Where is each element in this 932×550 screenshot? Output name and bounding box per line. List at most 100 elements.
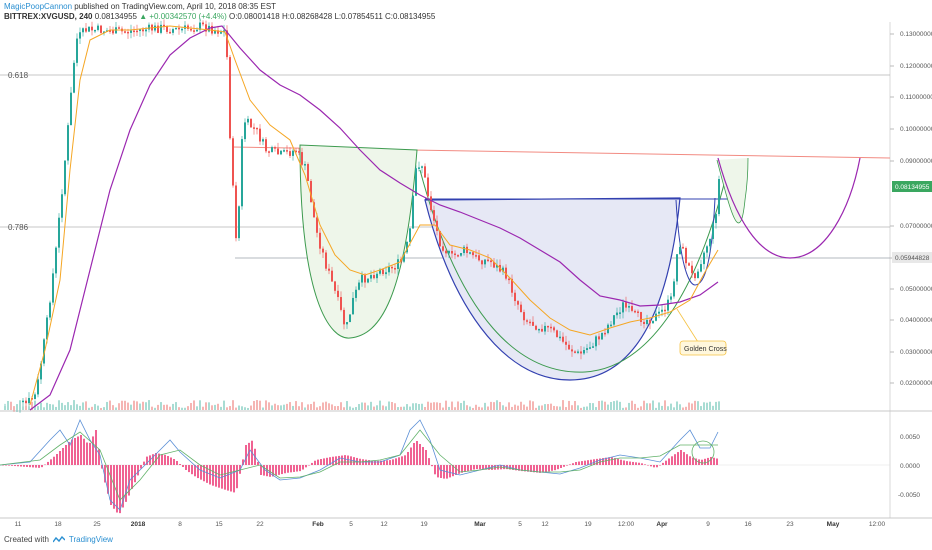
cup-left[interactable] (299, 144, 418, 339)
candle (178, 27, 180, 30)
macd-bar (218, 465, 220, 488)
volume-bar (286, 403, 288, 410)
candle (358, 282, 360, 290)
macd-bar (404, 455, 406, 465)
volume-bar (181, 407, 183, 410)
macd-bar (674, 454, 676, 465)
volume-bar (163, 404, 165, 410)
volume-bar (94, 404, 96, 410)
volume-bar (694, 400, 696, 410)
volume-bar (265, 400, 267, 410)
candle (652, 320, 654, 324)
volume-bar (592, 403, 594, 410)
tradingview-brand[interactable]: TradingView (68, 535, 113, 544)
candle (274, 147, 276, 149)
macd-bar (209, 465, 211, 485)
macd-bar (296, 465, 298, 472)
tradingview-logo-icon (52, 535, 65, 542)
volume-bar (673, 407, 675, 410)
cup-blue[interactable] (424, 197, 681, 381)
cup-green-large[interactable] (419, 159, 731, 373)
volume-bar (610, 401, 612, 410)
candle (37, 379, 39, 395)
volume-bar (184, 407, 186, 410)
volume-bar (187, 406, 189, 410)
projection-green[interactable] (716, 157, 749, 224)
macd-bar (68, 442, 70, 465)
candle (610, 324, 612, 327)
candle (97, 25, 99, 30)
volume-bar (322, 402, 324, 410)
volume-bar (394, 403, 396, 410)
macd-bar (20, 465, 22, 467)
volume-bar (649, 403, 651, 410)
volume-bar (415, 403, 417, 410)
projection-purple[interactable] (717, 157, 861, 259)
macd-bar (449, 465, 451, 478)
candle (565, 341, 567, 345)
volume-bar (469, 406, 471, 410)
candle (628, 306, 630, 308)
volume-bar (109, 400, 111, 410)
macd-bar (185, 465, 187, 470)
candle (169, 31, 171, 34)
volume-bar (418, 403, 420, 410)
candle (316, 217, 318, 233)
candle (223, 30, 225, 33)
volume-bar (385, 406, 387, 410)
ma-fast-line[interactable] (29, 25, 719, 406)
macd-cross-circle[interactable] (691, 440, 715, 464)
candle (715, 214, 717, 224)
macd-bar (293, 465, 295, 472)
candle (49, 302, 51, 318)
price-tick: 0.12000000 (900, 63, 932, 70)
volume-bar (604, 401, 606, 410)
volume-bar (541, 405, 543, 410)
volume-bar (289, 402, 291, 410)
volume-bar (346, 401, 348, 410)
macd-bar (38, 465, 40, 468)
volume-bar (697, 401, 699, 410)
price-change: ▲ +0.00342570 (+4.4%) (139, 12, 227, 21)
macd-bar (491, 465, 493, 470)
volume-bar (427, 401, 429, 410)
volume-bar (424, 407, 426, 410)
macd-bar (479, 465, 481, 470)
volume-bar (136, 401, 138, 410)
volume-bar (127, 402, 129, 410)
candle (238, 206, 240, 239)
macd-line[interactable] (0, 419, 719, 511)
volume-bar (175, 402, 177, 410)
symbol-label[interactable]: BITTREX:XVGUSD, 240 (4, 12, 93, 21)
macd-bar (98, 449, 100, 465)
volume-bar (343, 407, 345, 410)
volume-bar (115, 407, 117, 410)
volume-bar (601, 400, 603, 410)
volume-bar (628, 402, 630, 410)
candle (394, 268, 396, 270)
macd-signal-line[interactable] (0, 429, 718, 501)
candle (523, 312, 525, 321)
candle (619, 312, 621, 314)
macd-bar (170, 457, 172, 465)
candle (28, 398, 30, 404)
ohlc-line: BITTREX:XVGUSD, 240 0.08134955 ▲ +0.0034… (4, 12, 435, 22)
volume-bar (13, 406, 15, 410)
ma-slow-line[interactable] (29, 25, 719, 411)
volume-bar (301, 402, 303, 410)
candle (190, 28, 192, 31)
candle (484, 259, 486, 265)
macd-bar (464, 465, 466, 472)
golden-cross-box[interactable] (679, 340, 727, 356)
candle (286, 150, 288, 152)
macd-bar (638, 462, 640, 465)
candle (181, 28, 183, 31)
price-tick: 0.07000000 (900, 223, 932, 230)
time-tick: 15 (215, 521, 223, 528)
macd-bar (632, 461, 634, 465)
author-link[interactable]: MagicPoopCannon (4, 2, 73, 11)
volume-bar (682, 407, 684, 410)
macd-bar (647, 465, 649, 466)
macd-bar (578, 461, 580, 465)
